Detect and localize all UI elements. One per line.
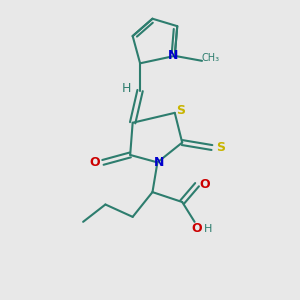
Text: H: H (122, 82, 131, 94)
Text: N: N (154, 156, 164, 169)
Text: S: S (176, 104, 185, 117)
Text: H: H (204, 224, 212, 234)
Text: O: O (89, 156, 100, 169)
Text: O: O (199, 178, 210, 191)
Text: CH₃: CH₃ (202, 53, 220, 63)
Text: S: S (216, 141, 225, 154)
Text: N: N (168, 50, 179, 62)
Text: O: O (192, 221, 203, 235)
